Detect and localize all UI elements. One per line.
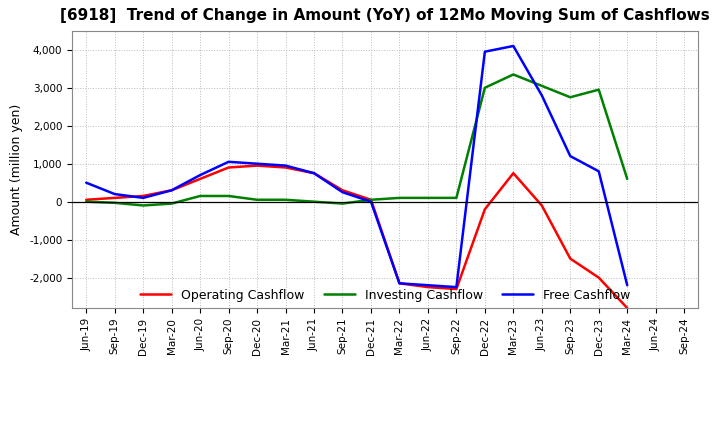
Y-axis label: Amount (million yen): Amount (million yen) (11, 104, 24, 235)
Investing Cashflow (253, 197, 261, 202)
Free Cashflow (82, 180, 91, 185)
Line: Investing Cashflow: Investing Cashflow (86, 74, 627, 205)
Investing Cashflow (395, 195, 404, 201)
Operating Cashflow (623, 305, 631, 311)
Free Cashflow (623, 282, 631, 288)
Free Cashflow (395, 281, 404, 286)
Investing Cashflow (282, 197, 290, 202)
Investing Cashflow (452, 195, 461, 201)
Operating Cashflow (452, 286, 461, 292)
Free Cashflow (253, 161, 261, 166)
Operating Cashflow (595, 275, 603, 280)
Operating Cashflow (225, 165, 233, 170)
Operating Cashflow (366, 197, 375, 202)
Title: [6918]  Trend of Change in Amount (YoY) of 12Mo Moving Sum of Cashflows: [6918] Trend of Change in Amount (YoY) o… (60, 7, 710, 23)
Free Cashflow (139, 195, 148, 201)
Free Cashflow (338, 190, 347, 195)
Free Cashflow (366, 199, 375, 204)
Operating Cashflow (196, 176, 204, 182)
Operating Cashflow (110, 195, 119, 201)
Line: Operating Cashflow: Operating Cashflow (86, 165, 627, 308)
Investing Cashflow (509, 72, 518, 77)
Investing Cashflow (167, 201, 176, 206)
Free Cashflow (595, 169, 603, 174)
Investing Cashflow (225, 193, 233, 198)
Operating Cashflow (509, 171, 518, 176)
Investing Cashflow (623, 176, 631, 182)
Operating Cashflow (395, 281, 404, 286)
Investing Cashflow (537, 83, 546, 88)
Investing Cashflow (480, 85, 489, 90)
Free Cashflow (310, 171, 318, 176)
Operating Cashflow (310, 171, 318, 176)
Operating Cashflow (282, 165, 290, 170)
Legend: Operating Cashflow, Investing Cashflow, Free Cashflow: Operating Cashflow, Investing Cashflow, … (135, 284, 635, 307)
Free Cashflow (566, 154, 575, 159)
Line: Free Cashflow: Free Cashflow (86, 46, 627, 287)
Operating Cashflow (338, 187, 347, 193)
Investing Cashflow (310, 199, 318, 204)
Operating Cashflow (82, 197, 91, 202)
Free Cashflow (537, 93, 546, 98)
Investing Cashflow (423, 195, 432, 201)
Operating Cashflow (566, 256, 575, 261)
Investing Cashflow (196, 193, 204, 198)
Free Cashflow (509, 44, 518, 49)
Operating Cashflow (537, 203, 546, 208)
Free Cashflow (225, 159, 233, 165)
Free Cashflow (282, 163, 290, 168)
Investing Cashflow (110, 200, 119, 205)
Investing Cashflow (82, 199, 91, 204)
Operating Cashflow (139, 193, 148, 198)
Free Cashflow (167, 187, 176, 193)
Investing Cashflow (566, 95, 575, 100)
Free Cashflow (423, 282, 432, 288)
Investing Cashflow (366, 197, 375, 202)
Investing Cashflow (595, 87, 603, 92)
Investing Cashflow (338, 201, 347, 206)
Investing Cashflow (139, 203, 148, 208)
Operating Cashflow (253, 163, 261, 168)
Free Cashflow (110, 191, 119, 197)
Operating Cashflow (480, 207, 489, 212)
Free Cashflow (196, 172, 204, 178)
Operating Cashflow (423, 285, 432, 290)
Operating Cashflow (167, 187, 176, 193)
Free Cashflow (480, 49, 489, 54)
Free Cashflow (452, 285, 461, 290)
